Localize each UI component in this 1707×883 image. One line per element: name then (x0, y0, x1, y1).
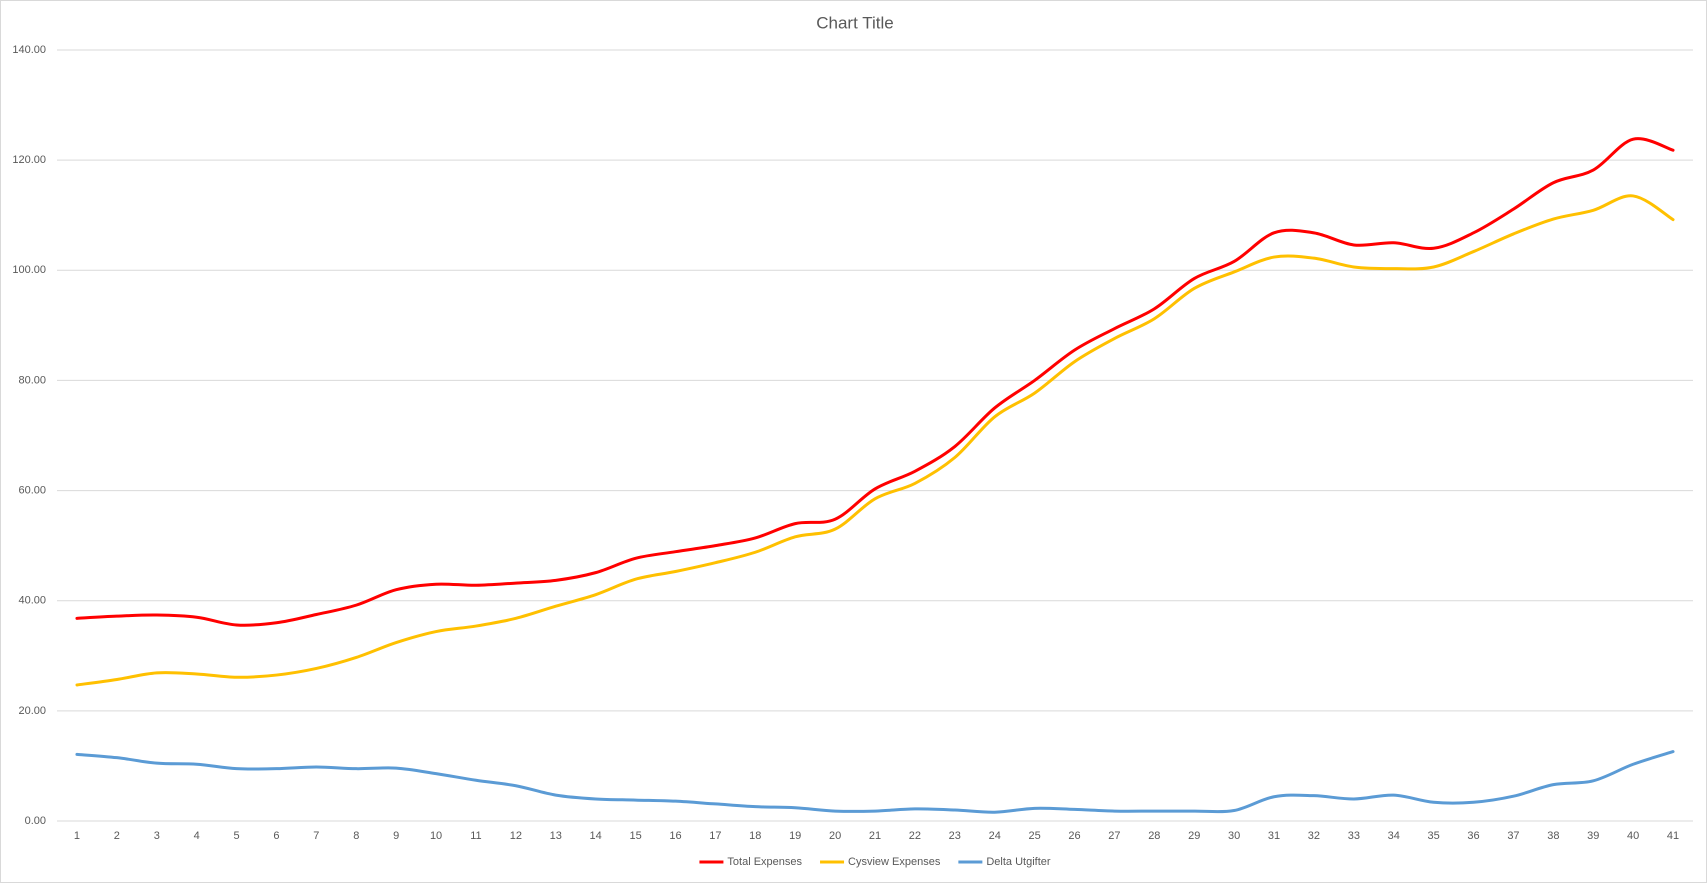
chart-title: Chart Title (816, 13, 893, 32)
x-tick-label: 32 (1308, 830, 1320, 842)
x-tick-label: 40 (1627, 830, 1639, 842)
x-tick-label: 1 (74, 830, 80, 842)
y-tick-label: 120.00 (12, 154, 46, 166)
line-series (75, 137, 1675, 627)
x-tick-label: 19 (789, 830, 801, 842)
x-tick-label: 15 (629, 830, 641, 842)
y-tick-label: 40.00 (18, 595, 46, 607)
x-tick-label: 20 (829, 830, 841, 842)
x-tick-label: 33 (1348, 830, 1360, 842)
x-tick-label: 6 (273, 830, 279, 842)
x-tick-label: 39 (1587, 830, 1599, 842)
x-tick-label: 22 (909, 830, 921, 842)
x-tick-label: 34 (1388, 830, 1400, 842)
x-tick-label: 24 (989, 830, 1001, 842)
x-tick-label: 17 (709, 830, 721, 842)
y-tick-label: 100.00 (12, 264, 46, 276)
x-tick-label: 28 (1148, 830, 1160, 842)
y-tick-label: 80.00 (18, 374, 46, 386)
x-tick-label: 3 (154, 830, 160, 842)
y-tick-label: 140.00 (12, 44, 46, 56)
x-tick-label: 14 (590, 830, 602, 842)
x-tick-label: 8 (353, 830, 359, 842)
x-tick-label: 41 (1667, 830, 1679, 842)
x-tick-label: 36 (1467, 830, 1479, 842)
legend-label: Delta Utgifter (986, 856, 1051, 868)
x-tick-label: 38 (1547, 830, 1559, 842)
legend-label: Cysview Expenses (848, 856, 941, 868)
y-tick-label: 60.00 (18, 484, 46, 496)
x-tick-label: 30 (1228, 830, 1240, 842)
x-tick-label: 27 (1108, 830, 1120, 842)
x-tick-label: 10 (430, 830, 442, 842)
x-tick-label: 13 (550, 830, 562, 842)
x-tick-label: 11 (470, 830, 481, 842)
x-tick-label: 4 (194, 830, 200, 842)
line-series (75, 750, 1675, 814)
x-tick-label: 25 (1028, 830, 1040, 842)
x-tick-label: 5 (233, 830, 239, 842)
x-tick-label: 23 (949, 830, 961, 842)
x-tick-label: 31 (1268, 830, 1280, 842)
x-tick-label: 21 (869, 830, 881, 842)
y-tick-label: 20.00 (18, 705, 46, 717)
line-series (75, 194, 1675, 687)
legend-label: Total Expenses (727, 856, 802, 868)
x-tick-label: 9 (393, 830, 399, 842)
x-tick-label: 2 (114, 830, 120, 842)
x-tick-label: 37 (1507, 830, 1519, 842)
x-tick-label: 7 (313, 830, 319, 842)
x-tick-label: 16 (669, 830, 681, 842)
x-tick-label: 18 (749, 830, 761, 842)
y-tick-label: 0.00 (25, 815, 46, 827)
x-tick-label: 35 (1428, 830, 1440, 842)
x-tick-label: 26 (1068, 830, 1080, 842)
x-tick-label: 29 (1188, 830, 1200, 842)
x-tick-label: 12 (510, 830, 522, 842)
